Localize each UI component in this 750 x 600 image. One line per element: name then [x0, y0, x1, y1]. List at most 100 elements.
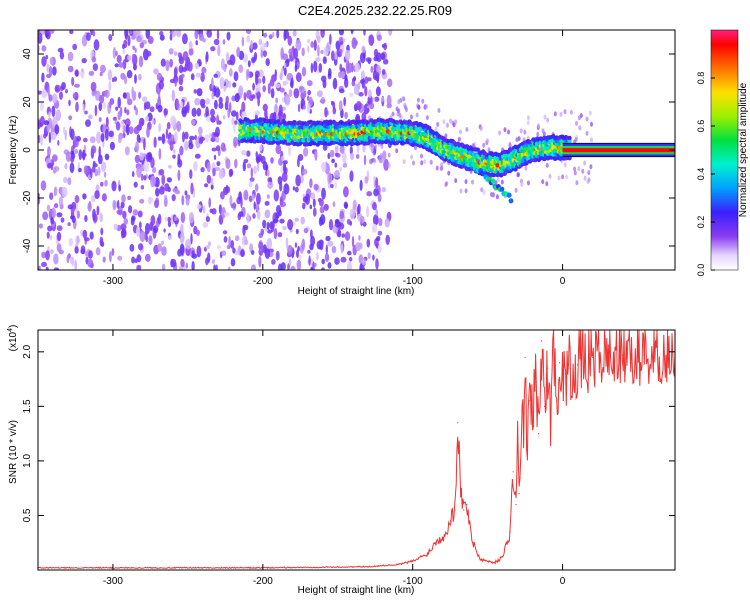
spectrogram-cell	[107, 69, 113, 81]
spectrogram-cell	[344, 111, 348, 119]
spectrogram-cell	[262, 50, 267, 57]
spectrogram-band	[562, 143, 675, 146]
spectrogram-cell	[97, 154, 103, 165]
spectrogram-cell	[233, 121, 236, 133]
spectrogram-cell	[157, 136, 162, 141]
spectrogram-cell	[575, 180, 579, 186]
spectrogram-cell	[185, 238, 192, 250]
spectrogram-cell	[95, 247, 101, 256]
spectrogram-cell	[155, 197, 160, 206]
spectrogram-band	[562, 151, 675, 155]
spectrogram-cell	[167, 220, 172, 228]
spectrogram-cell	[283, 30, 287, 41]
spectrogram-cell	[92, 160, 96, 166]
colorbar-ticks: 0.0 0.2 0.4 0.6 0.8	[696, 72, 715, 276]
spectrogram-cell	[246, 212, 250, 222]
spectrogram-cell	[198, 33, 204, 41]
spectrogram-cell	[193, 161, 198, 172]
spectrogram-cell	[230, 258, 236, 267]
spectrogram-cell	[321, 161, 327, 173]
spectrogram-cell	[281, 171, 288, 182]
spectrogram-cell	[221, 250, 227, 256]
spectrogram-cell	[267, 181, 274, 189]
spectrogram-cell	[122, 124, 126, 134]
spectrogram-cell	[283, 67, 287, 76]
spectrogram-cell	[361, 258, 366, 266]
spectrogram-cell	[201, 66, 207, 74]
snr-point	[532, 411, 534, 413]
spectrogram-cell	[341, 152, 347, 164]
spectrogram-cell	[207, 252, 211, 263]
spectrogram-cell	[515, 137, 519, 143]
spectrogram-cell	[255, 83, 261, 95]
spectrogram-cell	[360, 79, 365, 84]
spectrogram-cell	[182, 33, 188, 45]
spectrogram-cell	[359, 242, 363, 250]
spectrogram-cell	[482, 142, 486, 148]
spectrogram-cell	[385, 234, 391, 245]
spectrogram-cell	[343, 186, 349, 198]
spectrogram-cell	[287, 219, 294, 231]
spectrogram-cell	[90, 168, 93, 179]
spectrogram-cell	[75, 101, 79, 113]
spectrogram-cell	[82, 103, 85, 113]
spectrogram-cell	[310, 229, 313, 240]
spectrogram-cell	[38, 90, 43, 95]
spectrogram-cell	[287, 244, 293, 256]
spectrogram-cell	[434, 126, 438, 132]
spectrogram-y-label: Frequency (Hz)	[8, 116, 19, 185]
spectrogram-cell	[232, 82, 237, 88]
spectrogram-cell	[213, 38, 220, 46]
spectrogram-cell	[69, 162, 75, 174]
spectrogram-cell	[158, 93, 161, 104]
spectrogram-cell	[254, 183, 259, 192]
spectrogram-cell	[56, 225, 63, 232]
spectrogram-cell	[563, 162, 567, 168]
spectrogram-cell	[288, 144, 291, 157]
spectrogram-x-tick-label: -300	[103, 276, 123, 287]
spectrogram-cell	[491, 192, 495, 198]
spectrogram-cell	[251, 250, 255, 255]
spectrogram-cell	[121, 194, 126, 203]
spectrogram-cell	[99, 94, 105, 104]
spectrogram-cell	[287, 35, 293, 46]
snr-scale-exponent: 4	[7, 328, 14, 332]
spectrogram-cell	[135, 107, 139, 116]
spectrogram-cell	[286, 96, 291, 105]
spectrogram-cell	[86, 32, 91, 41]
spectrogram-cell	[238, 85, 244, 97]
spectrogram-cell	[307, 45, 310, 53]
spectrogram-cell	[120, 72, 126, 80]
spectrogram-cell	[231, 110, 237, 117]
spectrogram-cell	[205, 98, 211, 105]
spectrogram-cell	[340, 71, 345, 79]
spectrogram-cell	[226, 31, 231, 41]
spectrogram-cell	[74, 246, 79, 254]
spectrogram-cell	[190, 233, 193, 245]
spectrogram-cell	[320, 75, 327, 83]
spectrogram-cell	[328, 219, 334, 231]
spectrogram-cell	[369, 158, 373, 165]
spectrogram-cell	[56, 212, 63, 218]
spectrogram-cell	[52, 167, 57, 174]
spectrogram-cell	[163, 228, 166, 233]
spectrogram-cell	[139, 42, 144, 49]
spectrogram-cell	[41, 89, 48, 99]
spectrogram-cell	[138, 73, 142, 81]
spectrogram-cell	[120, 223, 127, 231]
spectrogram-cell	[262, 103, 268, 112]
spectrogram-cell	[41, 56, 47, 67]
spectrogram-cell	[563, 109, 567, 115]
snr-point	[592, 356, 594, 358]
spectrogram-cell	[266, 238, 273, 250]
snr-x-label: Height of straight line (km)	[298, 585, 415, 596]
spectrogram-cell	[211, 147, 217, 152]
spectrogram-cell	[202, 222, 209, 228]
spectrogram-cell	[131, 171, 135, 178]
spectrogram-cell	[310, 41, 315, 48]
snr-point	[517, 427, 519, 429]
spectrogram-cell	[138, 137, 142, 143]
spectrogram-cell	[279, 181, 283, 192]
spectrogram-cell	[118, 184, 121, 192]
spectrogram-cell	[367, 252, 371, 260]
